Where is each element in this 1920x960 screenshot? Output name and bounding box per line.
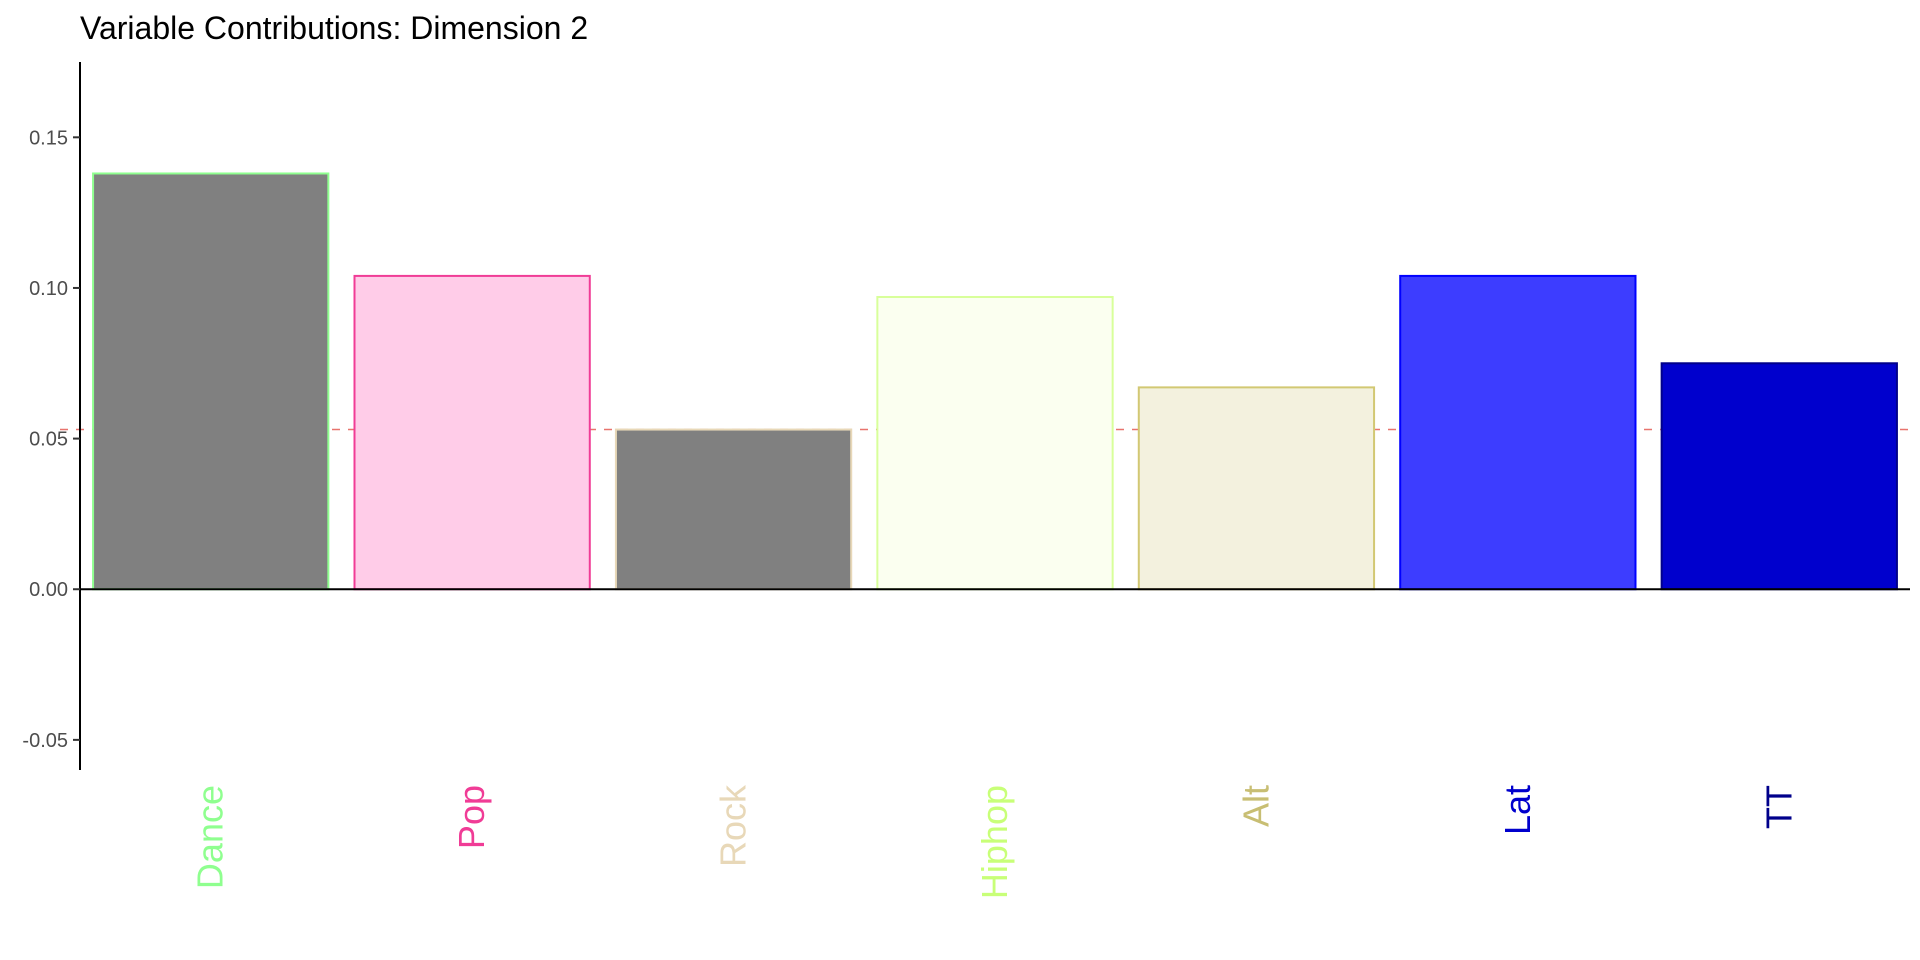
bars-group (92, 172, 1898, 591)
y-tick-label: 0.05 (29, 429, 68, 451)
bar-alt (1137, 386, 1376, 591)
y-tick-label: 0.10 (29, 278, 68, 300)
x-tick-label-lat: Lat (1497, 785, 1538, 835)
x-tick-label-tt: TT (1758, 785, 1799, 829)
bar-pop (353, 274, 591, 591)
bar-dance (92, 172, 330, 591)
y-tick-label: 0.00 (29, 579, 68, 601)
x-tick-label-hiphop: Hiphop (974, 785, 1015, 899)
chart-title: Variable Contributions: Dimension 2 (80, 10, 589, 46)
y-ticks-group: -0.05 0.00 0.05 0.10 0.15 (22, 127, 80, 752)
x-tick-label-rock: Rock (713, 784, 754, 867)
x-labels-group: Dance Pop Rock Hiphop Alt Lat TT (190, 784, 1800, 899)
bar-lat (1399, 274, 1637, 591)
axes-group (79, 62, 1910, 770)
y-tick-label: 0.15 (29, 127, 68, 149)
bar-hiphop (876, 295, 1114, 591)
x-tick-label-dance: Dance (190, 785, 231, 889)
y-tick-label: -0.05 (22, 730, 68, 752)
bar-tt (1660, 362, 1898, 591)
bar-rock (614, 428, 853, 591)
x-tick-label-alt: Alt (1235, 785, 1276, 827)
x-tick-label-pop: Pop (451, 785, 492, 849)
